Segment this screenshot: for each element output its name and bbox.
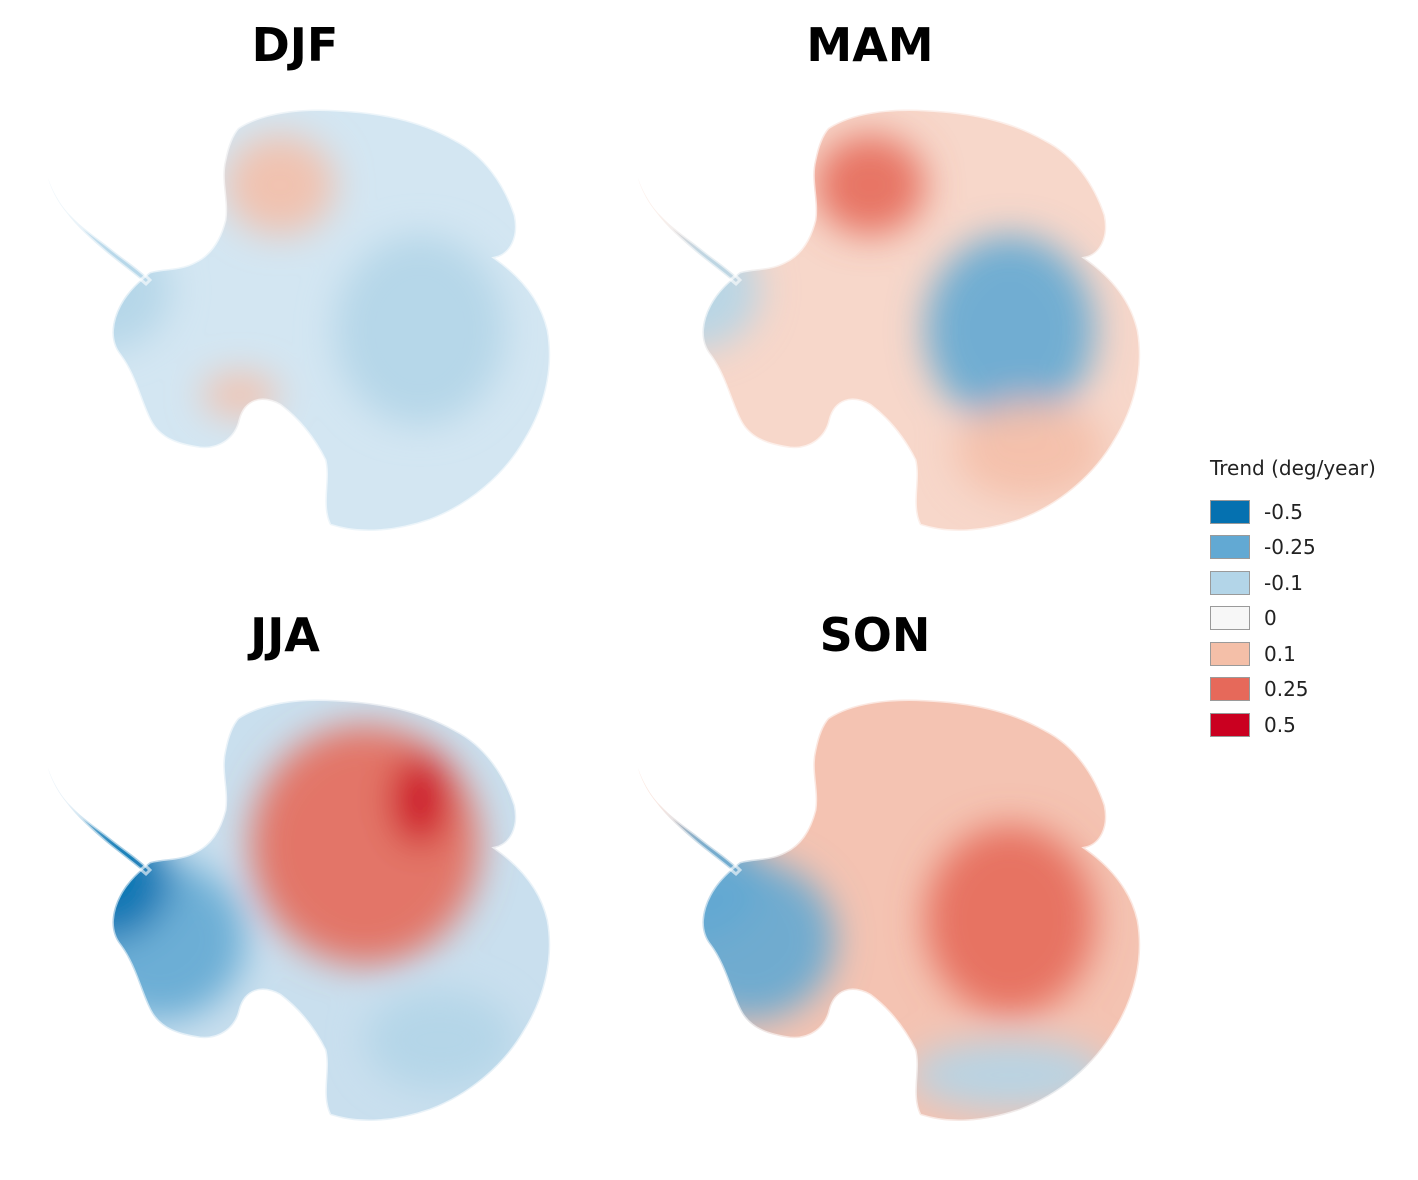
legend-item: -0.1 xyxy=(1210,565,1376,601)
legend-swatch xyxy=(1210,641,1250,666)
peninsula-coastline xyxy=(46,767,153,877)
map-legend: Trend (deg/year) -0.5 -0.25 -0.1 0 0.1 0.25 0.… xyxy=(1210,456,1376,743)
coastline xyxy=(111,108,552,533)
peninsula-coastline xyxy=(46,177,153,287)
panel-title-jja: JJA xyxy=(250,608,320,662)
coastline xyxy=(701,108,1142,533)
landmass-mam xyxy=(638,109,1141,532)
trend-region-east-antarctica xyxy=(335,235,505,425)
legend-label: 0.25 xyxy=(1264,677,1309,702)
antarctica-map-mam xyxy=(636,108,1142,533)
landmass-jja xyxy=(48,699,551,1122)
trend-region-ross-ice-shelf xyxy=(202,373,278,417)
landmass-fill xyxy=(638,109,1141,532)
antarctica-map-djf xyxy=(46,108,552,533)
trend-region-amery-ice-shelf xyxy=(392,755,448,845)
legend-swatch xyxy=(1210,677,1250,702)
coastline xyxy=(701,698,1142,1123)
legend-title: Trend (deg/year) xyxy=(1210,456,1376,480)
landmass-fill xyxy=(638,699,1141,1122)
antarctica-map-jja xyxy=(46,698,552,1123)
peninsula-coastline xyxy=(636,177,743,287)
legend-item: 0.25 xyxy=(1210,672,1376,708)
trend-region-wilkes-land xyxy=(365,990,515,1090)
legend-item: -0.5 xyxy=(1210,494,1376,530)
legend-swatch xyxy=(1210,570,1250,595)
trend-region-antarctic-peninsula xyxy=(48,230,170,350)
trend-region-east-antarctica-interior xyxy=(250,725,480,965)
legend-label: -0.1 xyxy=(1264,570,1304,595)
legend-item: 0 xyxy=(1210,601,1376,637)
coastline xyxy=(111,698,552,1123)
landmass-son xyxy=(638,699,1141,1122)
legend-swatch xyxy=(1210,606,1250,631)
landmass-fill xyxy=(48,109,551,532)
legend-item: 0.5 xyxy=(1210,707,1376,743)
trend-region-antarctic-peninsula xyxy=(48,820,170,940)
map-panel-jja: JJA xyxy=(0,590,590,1180)
legend-swatch xyxy=(1210,535,1250,560)
panel-title-son: SON xyxy=(819,608,931,662)
legend-label: 0.1 xyxy=(1264,641,1296,666)
legend-label: -0.25 xyxy=(1264,535,1316,560)
legend-item: -0.25 xyxy=(1210,530,1376,566)
trend-region-antarctic-peninsula xyxy=(638,230,760,350)
trend-region-queen-maud-land xyxy=(815,135,925,235)
legend-swatch xyxy=(1210,499,1250,524)
map-panel-son: SON xyxy=(590,590,1180,1180)
trend-region-wilkes-land xyxy=(955,400,1105,500)
legend-items: -0.5 -0.25 -0.1 0 0.1 0.25 0.5 xyxy=(1210,494,1376,743)
trend-region-antarctic-peninsula xyxy=(638,820,760,940)
peninsula-coastline xyxy=(636,767,743,877)
trend-region-east-antarctica xyxy=(925,825,1095,1015)
legend-swatch xyxy=(1210,712,1250,737)
map-panel-mam: MAM xyxy=(590,0,1180,590)
legend-label: 0 xyxy=(1264,606,1277,631)
map-panel-djf: DJF xyxy=(0,0,590,590)
legend-label: 0.5 xyxy=(1264,712,1296,737)
legend-item: 0.1 xyxy=(1210,636,1376,672)
landmass-djf xyxy=(48,109,551,532)
panel-title-djf: DJF xyxy=(251,18,339,72)
panel-title-mam: MAM xyxy=(806,18,934,72)
trend-region-queen-maud-land xyxy=(225,135,335,235)
legend-label: -0.5 xyxy=(1264,499,1304,524)
antarctica-map-son xyxy=(636,698,1142,1123)
trend-region-east-antarctica xyxy=(925,235,1095,425)
